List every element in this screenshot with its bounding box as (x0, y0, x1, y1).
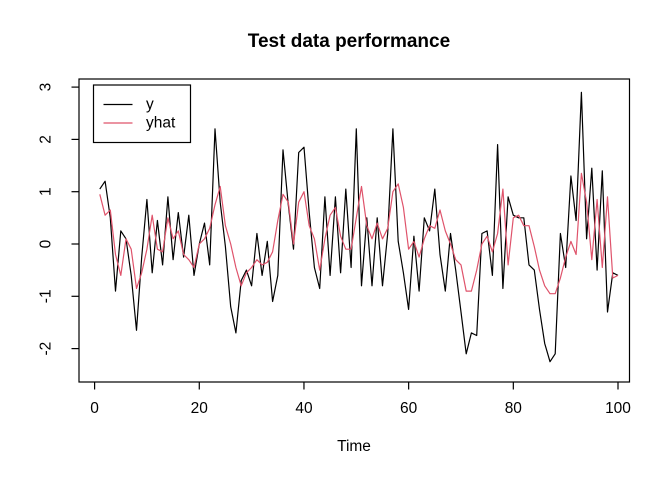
legend-label-yhat: yhat (146, 115, 176, 132)
y-tick-label: -1 (38, 289, 55, 303)
x-tick-label: 40 (295, 400, 313, 417)
chart-title: Test data performance (248, 31, 450, 52)
legend-box (92, 84, 192, 144)
yhat-series-line (99, 172, 619, 295)
x-tick-label: 60 (400, 400, 418, 417)
y-tick-label: 1 (38, 187, 55, 196)
x-axis: 0 20 40 60 80 100 (90, 382, 631, 417)
y-tick-label: 0 (38, 239, 55, 248)
legend: y yhat (92, 84, 192, 144)
y-tick-label: -2 (38, 342, 55, 356)
x-tick-label: 80 (505, 400, 523, 417)
y-axis: -2 -1 0 1 2 3 (38, 83, 79, 356)
x-tick-label: 20 (191, 400, 209, 417)
y-tick-label: 3 (38, 83, 55, 92)
series-lines (99, 91, 619, 363)
y-series-line (99, 91, 619, 363)
legend-label-y: y (146, 96, 154, 113)
plot-area-border (78, 78, 631, 383)
y-tick-label: 2 (38, 135, 55, 144)
x-tick-label: 0 (90, 400, 99, 417)
x-tick-label: 100 (605, 400, 631, 417)
x-axis-label: Time (337, 438, 371, 455)
